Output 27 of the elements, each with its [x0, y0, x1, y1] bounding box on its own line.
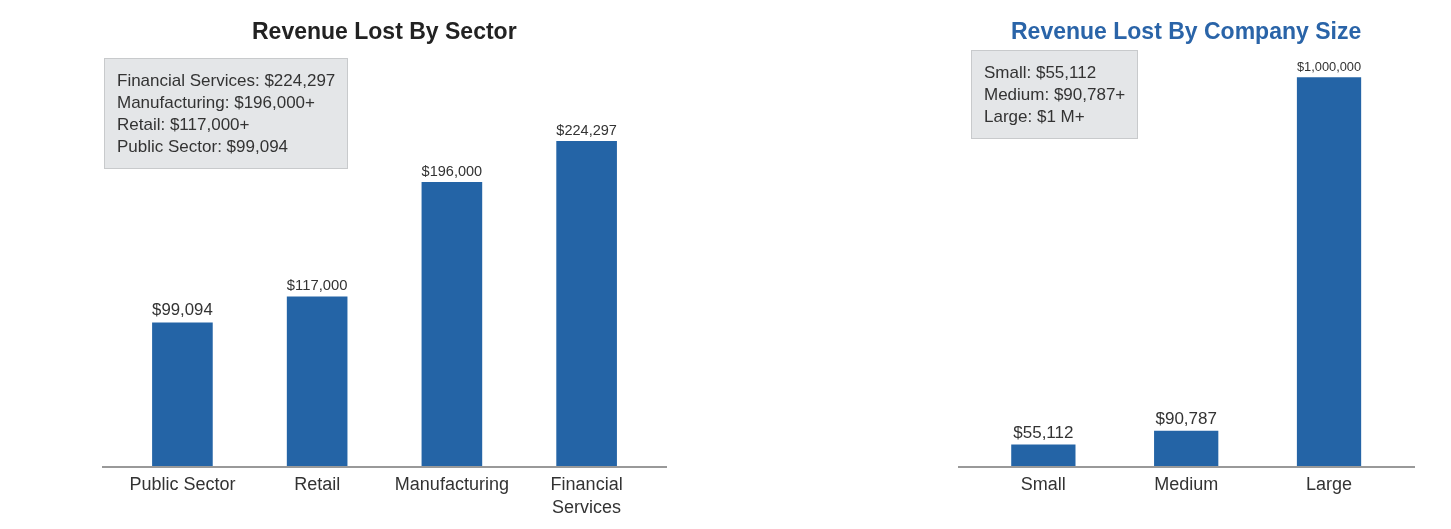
data-label: $196,000	[421, 162, 483, 179]
x-tick-label: Public Sector	[129, 473, 236, 494]
bar	[152, 322, 213, 466]
x-tick-label: Financial Services	[550, 473, 623, 517]
text: Manufacturing: $196,000+	[117, 93, 316, 113]
bar	[421, 182, 483, 466]
text: Financial Services: $224,297	[117, 71, 336, 90]
x-tick-label: Small	[1020, 473, 1066, 494]
annotation: Large: $1 M+	[984, 107, 1085, 127]
data-label: $1,000,000	[1296, 59, 1362, 75]
x-tick-label: Manufacturing	[394, 473, 509, 494]
annotation: Small: $55,112	[984, 63, 1097, 82]
bar	[286, 296, 348, 466]
annotation: Medium: $90,787+	[984, 85, 1126, 105]
chart-title: Revenue Lost By Sector	[252, 18, 517, 44]
data-label: $55,112	[1013, 422, 1074, 442]
bar	[556, 141, 617, 466]
x-tick-label: Retail	[294, 473, 341, 494]
x-tick-label: Medium	[1154, 473, 1219, 494]
data-label: $99,094	[152, 300, 213, 320]
text: Retail: $117,000+	[117, 115, 250, 135]
x-tick-label: Large	[1306, 473, 1353, 494]
annotation: Public Sector: $99,094	[117, 137, 289, 157]
data-label: $90,787	[1155, 408, 1217, 428]
data-label: $224,297	[556, 121, 617, 138]
chart-title: Revenue Lost By Company Size	[1011, 18, 1362, 44]
data-label: $117,000	[286, 276, 348, 293]
